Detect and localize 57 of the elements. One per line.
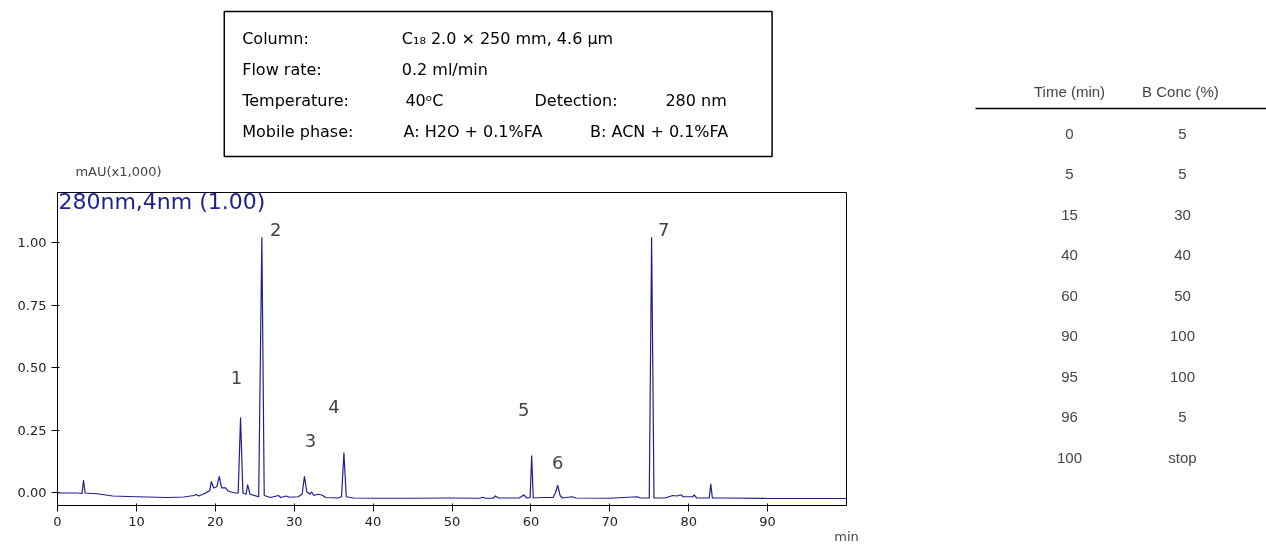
- text: 90: [1061, 327, 1078, 344]
- annotation: 7: [657, 218, 670, 240]
- x-tick-label: 10: [128, 513, 145, 529]
- text: 5: [1178, 165, 1187, 182]
- text: 100: [1169, 367, 1196, 385]
- y-axis-title: mAU(x1,000): [75, 163, 162, 179]
- x-tick-label: 30: [285, 513, 303, 529]
- text: 5: [1065, 165, 1074, 182]
- text: 40: [1174, 246, 1191, 263]
- annotation: 2: [270, 218, 282, 240]
- text: Temperature:: [241, 91, 349, 110]
- y-tick-label: 0.50: [17, 360, 47, 376]
- text: C₁₈ 2.0 × 250 mm, 4.6 µm: [401, 29, 614, 48]
- text: Detection:: [534, 91, 618, 110]
- text: A: H2O + 0.1%FA: [403, 122, 543, 141]
- series-label: 280nm,4nm (1.00): [58, 188, 266, 214]
- text: B: ACN + 0.1%FA: [590, 122, 729, 141]
- x-tick-label: 90: [759, 513, 776, 529]
- annotation: 5: [517, 398, 530, 420]
- x-tick-label: 20: [207, 513, 224, 529]
- text: B Conc (%): [1142, 83, 1219, 100]
- y-tick-label: 1.00: [17, 235, 47, 251]
- line-series: [57, 236, 847, 500]
- text: 40ᵒC: [405, 91, 444, 110]
- text: 5: [1178, 408, 1187, 425]
- y-tick-label: 0.75: [17, 297, 47, 313]
- text: 100: [1169, 327, 1196, 344]
- x-tick-label: 60: [522, 513, 540, 529]
- text: 0: [1065, 124, 1074, 142]
- text: 50: [1174, 286, 1191, 304]
- x-tick-label: 80: [680, 513, 697, 529]
- text: 40: [1061, 246, 1078, 263]
- text: Column:: [242, 29, 309, 48]
- x-tick-label: 50: [443, 513, 461, 529]
- text: 100: [1056, 448, 1083, 466]
- text: Mobile phase:: [242, 122, 354, 141]
- x-tick-label: 70: [601, 513, 619, 529]
- text: 0.2 ml/min: [401, 60, 488, 79]
- annotation: 6: [552, 452, 564, 474]
- text: 280 nm: [665, 91, 727, 110]
- annotation: 1: [230, 366, 243, 388]
- annotation: 4: [328, 395, 340, 417]
- text: 96: [1061, 408, 1078, 425]
- text: 60: [1061, 286, 1078, 304]
- text: Time (min): [1033, 83, 1106, 100]
- x-tick-label: 40: [364, 513, 382, 529]
- y-tick-label: 0.00: [17, 485, 47, 501]
- text: 30: [1174, 205, 1191, 223]
- x-axis-title: min: [834, 528, 859, 544]
- annotation: 3: [304, 429, 317, 451]
- text: 5: [1178, 124, 1187, 142]
- text: stop: [1168, 449, 1197, 466]
- text: 95: [1061, 367, 1078, 385]
- x-tick-label: 0: [53, 513, 62, 529]
- text: 15: [1061, 205, 1078, 223]
- y-tick-label: 0.25: [17, 422, 47, 438]
- text: Flow rate:: [242, 60, 322, 79]
